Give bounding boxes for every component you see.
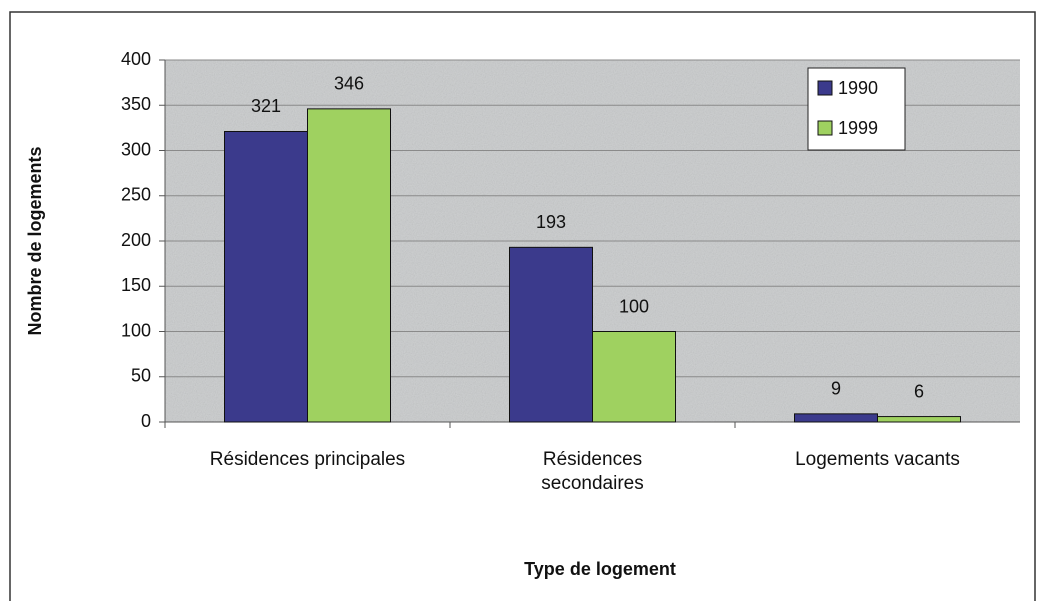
x-tick-label: Logements vacants	[795, 449, 960, 470]
y-axis-title: Nombre de logements	[25, 146, 45, 335]
x-tick-label: Résidences principales	[209, 449, 406, 470]
x-tick-label: Résidences secondaires	[541, 449, 644, 494]
y-tick-label: 100	[121, 320, 151, 340]
y-tick-label: 350	[121, 94, 151, 114]
legend-swatch	[817, 80, 833, 96]
y-tick-label: 50	[131, 366, 151, 386]
x-axis-title: Type de logement	[524, 559, 676, 579]
y-tick-label: 0	[141, 411, 151, 431]
bar	[509, 246, 593, 423]
bar	[794, 413, 878, 423]
frame	[9, 11, 1036, 601]
bar	[592, 331, 676, 423]
legend-label: 1999	[838, 118, 878, 138]
bar	[307, 108, 391, 423]
data-label: 100	[619, 296, 649, 316]
data-label: 321	[251, 96, 281, 116]
bar	[224, 130, 308, 423]
y-tick-label: 400	[121, 49, 151, 69]
data-label: 346	[334, 74, 364, 94]
data-label: 9	[831, 379, 841, 399]
data-label: 193	[536, 212, 566, 232]
legend-label: 1990	[838, 78, 878, 98]
y-tick-label: 200	[121, 230, 151, 250]
legend-swatch	[817, 120, 833, 136]
y-tick-label: 250	[121, 185, 151, 205]
y-tick-label: 300	[121, 139, 151, 159]
data-label: 6	[914, 381, 924, 401]
y-tick-label: 150	[121, 275, 151, 295]
bar	[877, 416, 961, 423]
